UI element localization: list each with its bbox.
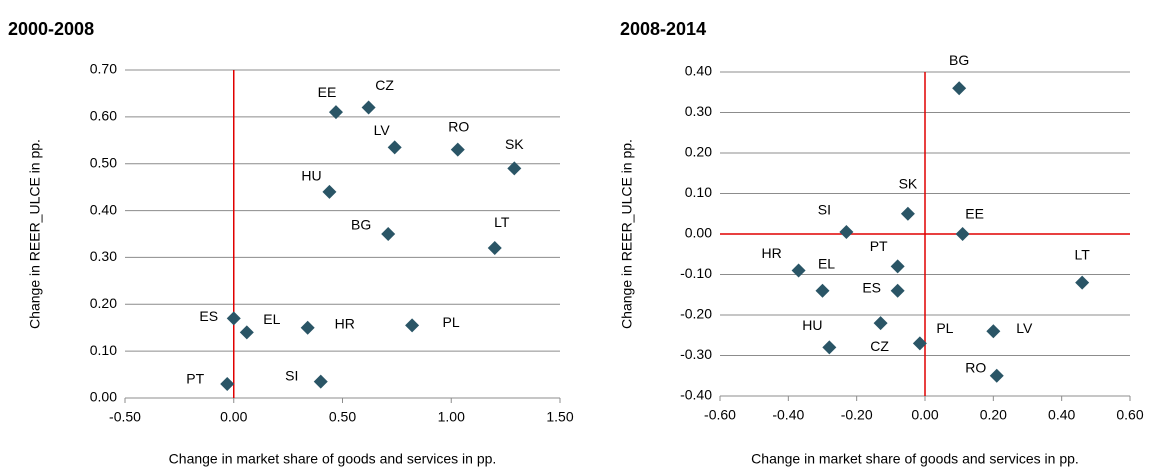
point: [226, 311, 241, 326]
point: [300, 320, 315, 335]
point-label: EL: [263, 311, 280, 327]
point: [791, 263, 806, 278]
point-label: PL: [936, 320, 953, 336]
x-tick-label: -0.60: [704, 407, 736, 423]
x-tick-label: 0.00: [911, 407, 938, 423]
point-label: BG: [351, 217, 371, 233]
point: [815, 283, 830, 298]
point-label: ES: [862, 279, 881, 295]
point-label: BG: [949, 52, 969, 68]
x-axis-label: Change in market share of goods and serv…: [169, 451, 497, 467]
point: [487, 241, 502, 256]
x-tick-label: 1.00: [438, 409, 465, 425]
y-tick-label: 0.50: [90, 154, 117, 170]
point-label: LT: [1075, 246, 1091, 262]
point: [507, 161, 522, 176]
point-label: SI: [818, 202, 831, 218]
point: [381, 227, 396, 241]
y-axis-label: Change in REER_ULCE in pp.: [27, 139, 43, 329]
point-label: SK: [505, 136, 524, 152]
point-label: ES: [199, 308, 218, 324]
y-axis-label: Change in REER_ULCE in pp.: [619, 139, 635, 329]
point: [361, 100, 376, 115]
x-tick-label: 0.00: [220, 409, 247, 425]
y-tick-label: 0.60: [90, 108, 117, 124]
point: [873, 316, 888, 331]
point-label: HU: [301, 168, 321, 184]
y-tick-label: -0.20: [680, 306, 712, 322]
point: [450, 142, 465, 157]
point-label: LV: [374, 122, 391, 138]
point: [313, 374, 328, 389]
point: [986, 324, 1001, 339]
point-label: EE: [965, 206, 984, 222]
x-tick-label: 0.50: [329, 409, 356, 425]
point-label: SK: [899, 175, 918, 191]
point: [952, 81, 967, 96]
y-tick-label: 0.30: [685, 103, 712, 119]
y-tick-label: 0.40: [685, 63, 712, 79]
point-label: PL: [443, 314, 460, 330]
point-label: LT: [494, 214, 510, 230]
point-label: PT: [186, 371, 204, 387]
y-tick-label: 0.40: [90, 201, 117, 217]
point-label: LV: [1016, 320, 1033, 336]
y-tick-label: 0.10: [90, 342, 117, 358]
point-label: EE: [318, 84, 337, 100]
point-label: HU: [802, 317, 822, 333]
chart-title: 2000-2008: [8, 19, 94, 39]
point: [239, 325, 254, 340]
x-tick-label: -0.20: [841, 407, 873, 423]
point: [328, 105, 343, 120]
point-label: SI: [285, 367, 298, 383]
y-tick-label: 0.00: [90, 389, 117, 405]
y-tick-label: 0.10: [685, 184, 712, 200]
x-tick-label: 0.40: [1048, 407, 1075, 423]
x-tick-label: -0.40: [772, 407, 804, 423]
point-label: CZ: [870, 338, 889, 354]
x-tick-label: 0.60: [1116, 407, 1143, 423]
y-tick-label: -0.30: [680, 346, 712, 362]
x-axis-label: Change in market share of goods and serv…: [751, 451, 1079, 467]
point: [839, 224, 854, 239]
point: [890, 259, 905, 274]
point-label: RO: [448, 118, 469, 134]
point: [900, 206, 915, 221]
y-tick-label: 0.70: [90, 61, 117, 77]
y-tick-label: 0.30: [90, 248, 117, 264]
y-tick-label: -0.40: [680, 387, 712, 403]
point-label: CZ: [375, 77, 394, 93]
point: [989, 368, 1004, 383]
point: [1075, 275, 1090, 290]
y-tick-label: 0.00: [685, 225, 712, 241]
point-label: EL: [818, 255, 835, 271]
point: [387, 140, 402, 155]
point: [912, 336, 927, 351]
point-label: HR: [761, 245, 781, 261]
chart-title: 2008-2014: [620, 19, 706, 39]
x-tick-label: -0.50: [109, 409, 141, 425]
point-label: PT: [870, 238, 888, 254]
x-tick-label: 1.50: [546, 409, 573, 425]
y-tick-label: 0.20: [685, 144, 712, 160]
point: [322, 184, 337, 199]
point: [890, 283, 905, 298]
point: [405, 318, 420, 333]
x-tick-label: 0.20: [980, 407, 1007, 423]
point: [955, 227, 970, 241]
point: [822, 340, 837, 355]
point-label: HR: [335, 315, 355, 331]
point: [220, 376, 235, 391]
y-tick-label: -0.10: [680, 265, 712, 281]
point-label: RO: [965, 359, 986, 375]
y-tick-label: 0.20: [90, 295, 117, 311]
